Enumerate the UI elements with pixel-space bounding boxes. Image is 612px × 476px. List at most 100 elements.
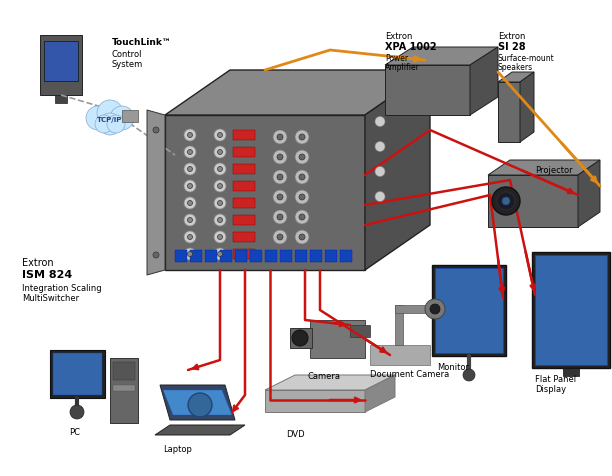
Text: ISM 824: ISM 824 xyxy=(22,270,72,280)
Text: TCP/IP: TCP/IP xyxy=(97,117,122,123)
Bar xyxy=(190,250,202,262)
Circle shape xyxy=(99,113,121,135)
Bar xyxy=(265,250,277,262)
Circle shape xyxy=(299,194,305,200)
Circle shape xyxy=(153,252,159,258)
Circle shape xyxy=(295,210,309,224)
Bar xyxy=(280,250,292,262)
Bar xyxy=(53,353,102,395)
Text: Display: Display xyxy=(535,385,566,394)
Polygon shape xyxy=(265,390,365,412)
Bar xyxy=(50,350,105,398)
Circle shape xyxy=(299,154,305,160)
Polygon shape xyxy=(385,65,470,115)
Bar xyxy=(233,181,255,191)
Circle shape xyxy=(95,115,113,133)
Polygon shape xyxy=(498,72,534,82)
Circle shape xyxy=(86,106,110,130)
Circle shape xyxy=(184,214,196,226)
Circle shape xyxy=(273,230,287,244)
Circle shape xyxy=(299,214,305,220)
Circle shape xyxy=(214,197,226,209)
Circle shape xyxy=(187,200,193,206)
Circle shape xyxy=(217,167,223,171)
Polygon shape xyxy=(365,70,430,270)
Bar xyxy=(310,320,365,358)
Circle shape xyxy=(217,251,223,257)
Bar xyxy=(435,268,503,353)
Circle shape xyxy=(492,187,520,215)
Circle shape xyxy=(277,194,283,200)
Circle shape xyxy=(295,150,309,164)
Text: Laptop: Laptop xyxy=(163,445,192,454)
Circle shape xyxy=(375,141,385,151)
Polygon shape xyxy=(520,72,534,142)
Text: PC: PC xyxy=(70,428,81,437)
Polygon shape xyxy=(498,82,520,142)
Circle shape xyxy=(497,192,515,210)
Circle shape xyxy=(375,191,385,201)
Circle shape xyxy=(299,134,305,140)
Circle shape xyxy=(184,248,196,260)
Circle shape xyxy=(273,210,287,224)
Circle shape xyxy=(295,190,309,204)
Circle shape xyxy=(110,106,134,130)
Circle shape xyxy=(375,167,385,177)
Bar xyxy=(233,164,255,174)
Text: Power: Power xyxy=(385,54,408,63)
Polygon shape xyxy=(470,47,498,115)
Circle shape xyxy=(273,130,287,144)
Circle shape xyxy=(430,304,440,314)
Text: Integration Scaling: Integration Scaling xyxy=(22,284,102,293)
Circle shape xyxy=(277,214,283,220)
Bar xyxy=(122,110,138,122)
Circle shape xyxy=(217,200,223,206)
Circle shape xyxy=(217,184,223,188)
Circle shape xyxy=(273,150,287,164)
Bar xyxy=(325,250,337,262)
Text: XPA 1002: XPA 1002 xyxy=(385,42,436,52)
Bar xyxy=(535,255,607,365)
Circle shape xyxy=(214,146,226,158)
Bar xyxy=(233,215,255,225)
Circle shape xyxy=(214,214,226,226)
Bar xyxy=(295,250,307,262)
Circle shape xyxy=(184,146,196,158)
Bar xyxy=(233,130,255,140)
Text: Document Camera: Document Camera xyxy=(370,370,449,379)
Circle shape xyxy=(217,132,223,138)
Bar xyxy=(432,265,506,356)
Circle shape xyxy=(153,127,159,133)
Circle shape xyxy=(299,174,305,180)
Text: Surface-mount: Surface-mount xyxy=(498,54,554,63)
Bar xyxy=(233,198,255,208)
Circle shape xyxy=(502,197,510,205)
Circle shape xyxy=(217,235,223,239)
Bar xyxy=(395,305,435,313)
Bar xyxy=(310,250,322,262)
Circle shape xyxy=(295,130,309,144)
Circle shape xyxy=(299,234,305,240)
Polygon shape xyxy=(578,160,600,227)
Circle shape xyxy=(184,163,196,175)
Text: Camera: Camera xyxy=(308,372,341,381)
Circle shape xyxy=(184,180,196,192)
Circle shape xyxy=(70,405,84,419)
Polygon shape xyxy=(488,160,600,175)
Bar xyxy=(350,325,370,337)
Circle shape xyxy=(187,167,193,171)
Bar xyxy=(340,250,352,262)
Polygon shape xyxy=(165,70,430,115)
Circle shape xyxy=(277,234,283,240)
Circle shape xyxy=(277,174,283,180)
Bar xyxy=(563,368,579,376)
Text: Speakers: Speakers xyxy=(498,63,533,72)
Polygon shape xyxy=(488,175,578,227)
Bar xyxy=(55,95,67,103)
Bar xyxy=(532,252,610,368)
Circle shape xyxy=(214,231,226,243)
Circle shape xyxy=(184,197,196,209)
Circle shape xyxy=(292,330,308,346)
Text: Extron: Extron xyxy=(385,32,412,41)
Polygon shape xyxy=(155,425,245,435)
